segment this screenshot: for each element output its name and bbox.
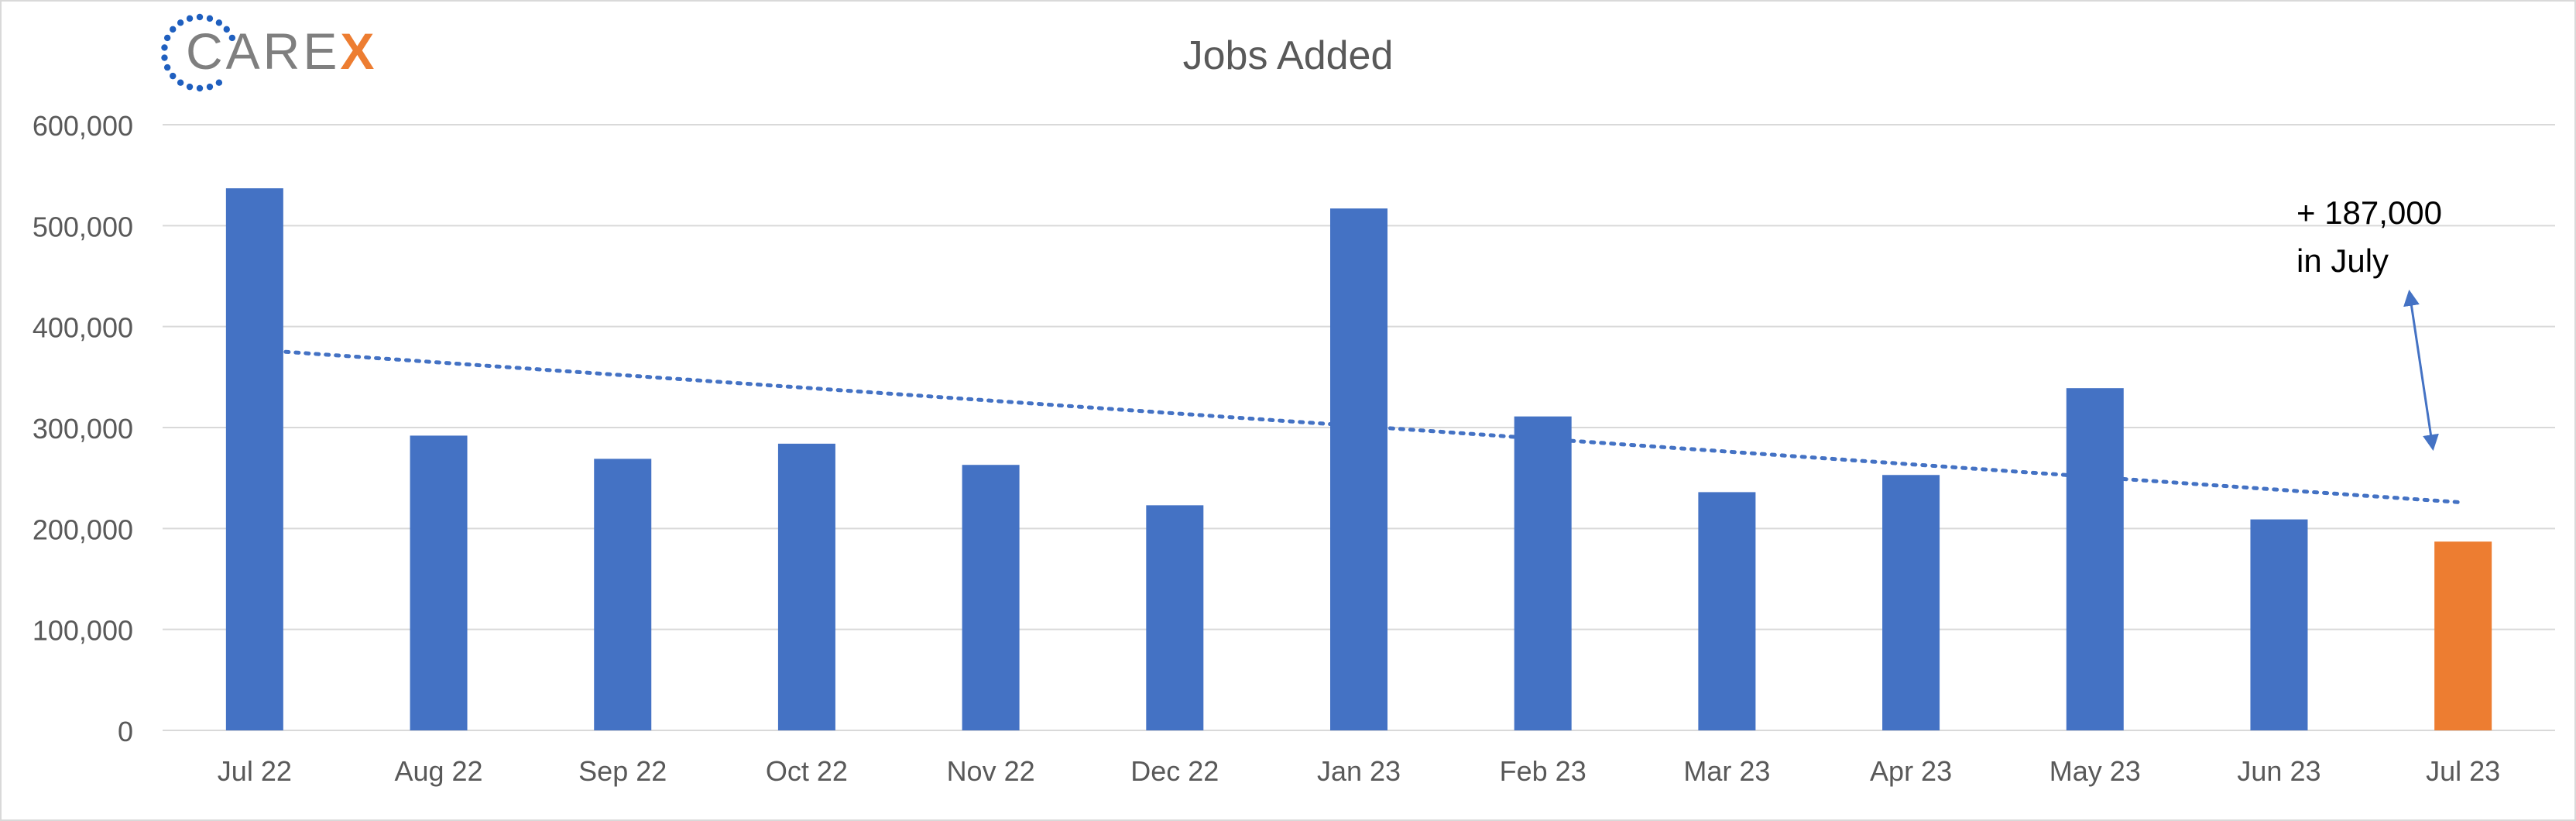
y-tick-label: 200,000 [33,514,133,545]
trendline [283,349,2461,504]
bar [1882,475,1940,730]
y-tick-label: 500,000 [33,211,133,242]
annotation-line-1: + 187,000 [2296,194,2443,231]
bar [594,459,652,730]
bar [1330,208,1387,731]
logo-wordmark: CAREX [186,22,377,81]
bar [962,465,1020,730]
x-tick-label: Jun 23 [2237,755,2320,787]
x-tick-label: Oct 22 [766,755,848,787]
dotted-ring-icon [161,13,236,92]
x-tick-label: May 23 [2049,755,2141,787]
x-tick-label: Nov 22 [947,755,1035,787]
bar [2066,388,2124,730]
x-tick-label: Jan 23 [1317,755,1401,787]
bar [777,443,835,730]
logo-text-main: CARE [186,22,341,80]
bar [1514,416,1572,730]
bar [1146,505,1204,730]
x-tick-label: Sep 22 [578,755,667,787]
x-tick-label: Jul 23 [2426,755,2500,787]
carex-logo: CAREX [155,8,387,101]
y-tick-label: 400,000 [33,312,133,344]
annotation-line-2: in July [2296,242,2389,279]
y-tick-label: 0 [118,716,133,747]
y-tick-label: 300,000 [33,413,133,445]
bar [225,188,283,731]
logo-text-accent: X [340,22,378,80]
bar [1698,492,1756,730]
annotation-text: + 187,000 in July [2296,189,2442,285]
chart-title: Jobs Added [1182,33,1394,78]
x-tick-label: Dec 22 [1130,755,1219,787]
bar [2250,519,2308,730]
annotation-arrow [2403,289,2439,452]
bar [410,435,468,730]
x-tick-label: Aug 22 [394,755,482,787]
y-tick-label: 100,000 [33,615,133,647]
bar [2434,541,2492,730]
x-tick-label: Mar 23 [1683,755,1770,787]
x-tick-label: Jul 22 [218,755,292,787]
x-tick-label: Feb 23 [1500,755,1586,787]
y-tick-label: 600,000 [33,110,133,142]
x-tick-label: Apr 23 [1870,755,1952,787]
